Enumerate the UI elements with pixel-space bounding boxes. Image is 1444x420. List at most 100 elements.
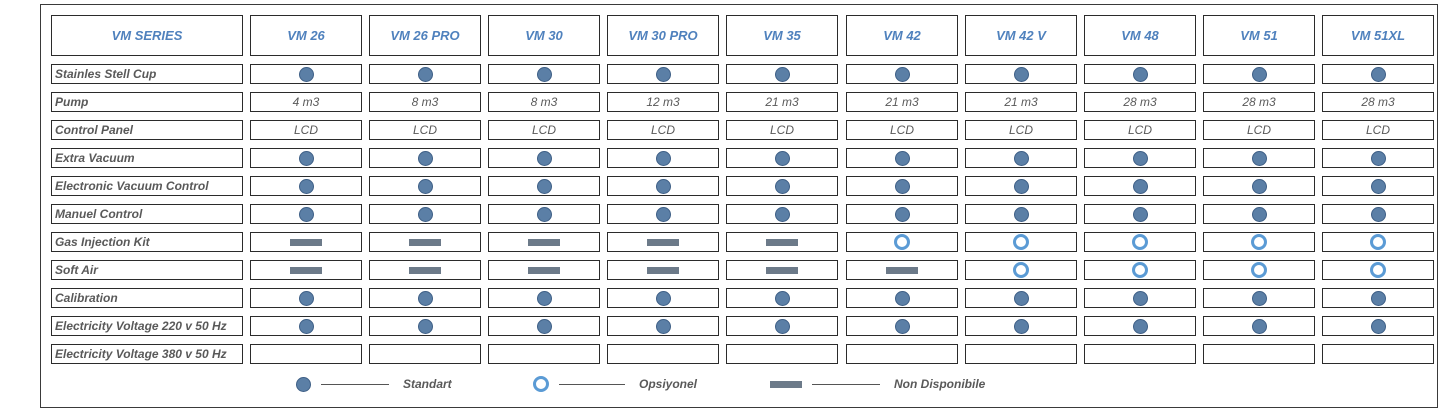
spec-cell <box>726 344 838 364</box>
spec-cell <box>1203 316 1315 336</box>
spec-cell <box>846 316 958 336</box>
spec-cell: LCD <box>607 120 719 140</box>
spec-cell <box>965 260 1077 280</box>
standart-dot-icon <box>894 290 910 306</box>
spec-cell: LCD <box>488 120 600 140</box>
spec-cell <box>1084 148 1196 168</box>
model-header-cell: VM 42 V <box>965 15 1077 56</box>
spec-value: LCD <box>1246 123 1271 137</box>
legend-none-label: Non Disponibile <box>894 377 986 391</box>
spec-cell <box>846 260 958 280</box>
spec-cell <box>369 204 481 224</box>
optional-ring-icon <box>1251 234 1267 250</box>
spec-cell <box>965 232 1077 252</box>
standart-dot-icon <box>298 290 314 306</box>
spec-cell <box>1203 204 1315 224</box>
spec-cell <box>1084 232 1196 252</box>
spec-cell <box>965 64 1077 84</box>
standart-dot-icon <box>774 150 790 166</box>
spec-cell: LCD <box>846 120 958 140</box>
standart-dot-icon <box>774 318 790 334</box>
spec-cell <box>1322 148 1434 168</box>
standart-dot-icon <box>655 290 671 306</box>
spec-cell <box>369 288 481 308</box>
row-label: Extra Vacuum <box>51 148 243 168</box>
spec-cell <box>846 344 958 364</box>
spec-cell <box>1084 288 1196 308</box>
spec-value: LCD <box>769 123 794 137</box>
spec-cell <box>488 176 600 196</box>
row-label: Manuel Control <box>51 204 243 224</box>
standart-dot-icon <box>1132 318 1148 334</box>
standart-dot-icon <box>655 150 671 166</box>
standart-dot-icon <box>298 206 314 222</box>
standart-dot-icon <box>298 150 314 166</box>
spec-value: 28 m3 <box>1361 95 1395 109</box>
standart-dot-icon <box>1370 318 1386 334</box>
spec-cell <box>726 64 838 84</box>
model-header-cell: VM 30 <box>488 15 600 56</box>
standart-dot-icon <box>417 206 433 222</box>
spec-cell <box>726 148 838 168</box>
spec-cell <box>965 176 1077 196</box>
spec-cell: LCD <box>1322 120 1434 140</box>
spec-cell <box>1203 288 1315 308</box>
spec-cell <box>488 204 600 224</box>
spec-cell: 21 m3 <box>726 92 838 112</box>
standart-dot-icon <box>1251 290 1267 306</box>
spec-cell <box>250 176 362 196</box>
standart-dot-icon <box>536 290 552 306</box>
spec-cell <box>488 232 600 252</box>
standart-dot-icon <box>1370 206 1386 222</box>
legend-optional-label: Opsiyonel <box>639 377 698 391</box>
spec-cell <box>1203 232 1315 252</box>
spec-value: 21 m3 <box>765 95 799 109</box>
model-header-cell: VM 51 <box>1203 15 1315 56</box>
standart-dot-icon <box>536 318 552 334</box>
optional-ring-icon <box>1132 262 1148 278</box>
standart-dot-icon <box>1013 66 1029 82</box>
not-available-bar-icon <box>290 238 322 246</box>
standart-dot-icon <box>536 178 552 194</box>
spec-cell <box>1322 288 1434 308</box>
standart-dot-icon <box>1013 150 1029 166</box>
spec-cell: 12 m3 <box>607 92 719 112</box>
spec-cell <box>726 176 838 196</box>
standart-dot-icon <box>417 290 433 306</box>
spec-cell <box>1084 260 1196 280</box>
spec-cell: 8 m3 <box>369 92 481 112</box>
standart-dot-icon <box>417 66 433 82</box>
spec-cell <box>1203 176 1315 196</box>
not-available-bar-icon <box>528 266 560 274</box>
spec-cell <box>607 148 719 168</box>
spec-cell <box>1203 260 1315 280</box>
spec-cell <box>488 64 600 84</box>
spec-cell: 21 m3 <box>846 92 958 112</box>
optional-ring-icon <box>1013 262 1029 278</box>
spec-cell <box>726 288 838 308</box>
model-header-cell: VM 35 <box>726 15 838 56</box>
model-header-cell: VM 26 PRO <box>369 15 481 56</box>
standart-dot-icon <box>655 178 671 194</box>
spec-value: 12 m3 <box>646 95 680 109</box>
model-header-cell: VM 26 <box>250 15 362 56</box>
spec-value: LCD <box>1008 123 1033 137</box>
spec-cell <box>1322 64 1434 84</box>
standart-dot-icon <box>1013 318 1029 334</box>
spec-cell <box>1322 176 1434 196</box>
spec-value: 4 m3 <box>292 95 320 109</box>
legend-none: Non Disponibile <box>770 372 985 396</box>
standart-dot-icon <box>894 66 910 82</box>
standart-dot-icon <box>417 178 433 194</box>
spec-cell: 28 m3 <box>1322 92 1434 112</box>
standart-dot-icon <box>1132 206 1148 222</box>
spec-cell <box>488 344 600 364</box>
spec-value: LCD <box>650 123 675 137</box>
spec-value: 21 m3 <box>1004 95 1038 109</box>
model-header-cell: VM 42 <box>846 15 958 56</box>
standart-dot-icon <box>894 206 910 222</box>
spec-cell <box>250 344 362 364</box>
spec-cell: LCD <box>726 120 838 140</box>
spec-value: 8 m3 <box>530 95 558 109</box>
spec-cell <box>488 288 600 308</box>
